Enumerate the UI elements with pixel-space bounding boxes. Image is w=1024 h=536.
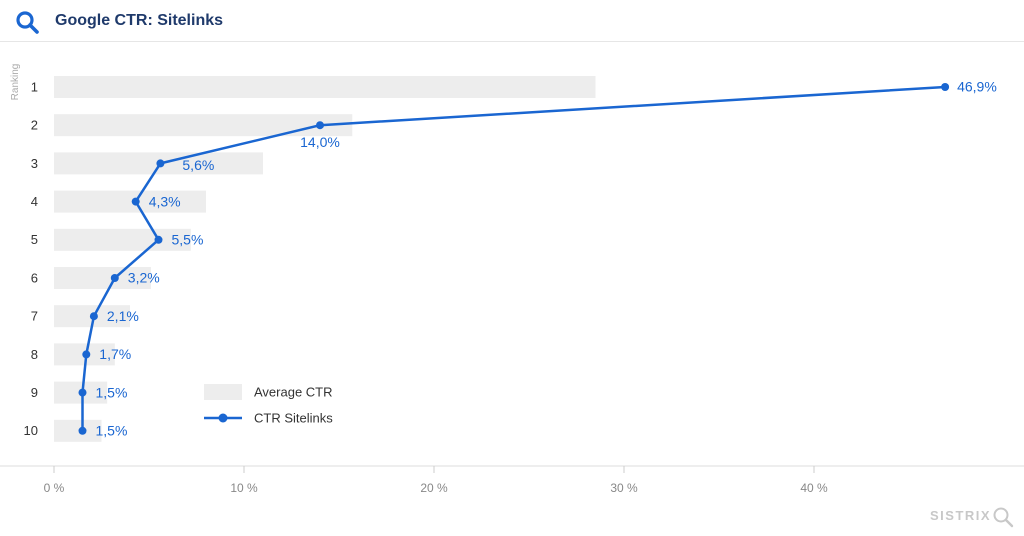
- y-tick-label: 8: [31, 347, 38, 362]
- y-tick-label: 1: [31, 79, 38, 94]
- x-tick-label: 40 %: [800, 481, 828, 495]
- average-ctr-bar: [54, 228, 191, 251]
- ctr-sitelinks-point: [89, 312, 98, 321]
- legend-marker-ctr-sitelinks: [218, 413, 228, 423]
- data-label: 1,5%: [96, 423, 128, 439]
- magnifier-icon: [993, 507, 1014, 528]
- ctr-chart: Ranking 1 2 3 4 5 6 7 8 9 10 0 % 10 % 20 % 30 % 40 % CTR…: [0, 64, 1024, 495]
- y-tick-label: 10: [24, 423, 38, 438]
- legend-label-ctr-sitelinks: CTR Sitelinks: [254, 410, 333, 425]
- x-tick-label: 30 %: [610, 481, 638, 495]
- y-tick-label: 2: [31, 118, 38, 133]
- ctr-sitelinks-point: [82, 350, 91, 359]
- y-tick-label: 5: [31, 232, 38, 247]
- ctr-sitelinks-point: [78, 388, 87, 397]
- chart-header: Google CTR: Sitelinks: [0, 0, 1024, 42]
- data-label: 3,2%: [128, 270, 160, 286]
- data-label: 5,6%: [182, 157, 214, 173]
- data-label: 5,5%: [172, 232, 204, 248]
- ctr-sitelinks-point: [131, 197, 140, 206]
- y-tick-label: 4: [31, 194, 38, 209]
- x-tick-label: 10 %: [230, 481, 258, 495]
- x-tick-label: 20 %: [420, 481, 448, 495]
- y-axis-title: Ranking: [10, 64, 21, 101]
- y-tick-label: 3: [31, 156, 38, 171]
- search-icon: [16, 11, 39, 34]
- ctr-sitelinks-line: [81, 85, 946, 431]
- y-tick-label: 9: [31, 385, 38, 400]
- x-tick-label: 0 %: [44, 481, 65, 495]
- ctr-sitelinks-point: [110, 274, 119, 282]
- data-label: 1,7%: [99, 346, 131, 362]
- ctr-sitelinks-point: [78, 426, 87, 435]
- average-ctr-bar: [54, 419, 102, 442]
- legend-swatch-average-ctr: [204, 384, 242, 400]
- ctr-sitelinks-point: [154, 235, 163, 244]
- legend-label-average-ctr: Average CTR: [254, 384, 333, 399]
- average-ctr-bar: [54, 76, 596, 98]
- ctr-sitelinks-point: [941, 83, 950, 91]
- average-ctr-bar: [54, 267, 151, 289]
- data-label: 1,5%: [96, 384, 128, 400]
- average-ctr-bar: [54, 190, 206, 213]
- data-label: 4,3%: [149, 193, 181, 209]
- page-title: Google CTR: Sitelinks: [55, 12, 224, 29]
- y-tick-label: 7: [31, 309, 38, 324]
- brand-logo-text: SISTRIX: [930, 508, 992, 523]
- average-ctr-bar: [54, 114, 353, 137]
- data-label: 46,9%: [957, 79, 997, 95]
- ctr-sitelinks-point: [316, 121, 324, 130]
- data-label: 14,0%: [300, 134, 340, 150]
- data-label: 2,1%: [107, 308, 139, 324]
- y-tick-label: 6: [31, 270, 38, 285]
- ctr-sitelinks-point: [156, 159, 165, 168]
